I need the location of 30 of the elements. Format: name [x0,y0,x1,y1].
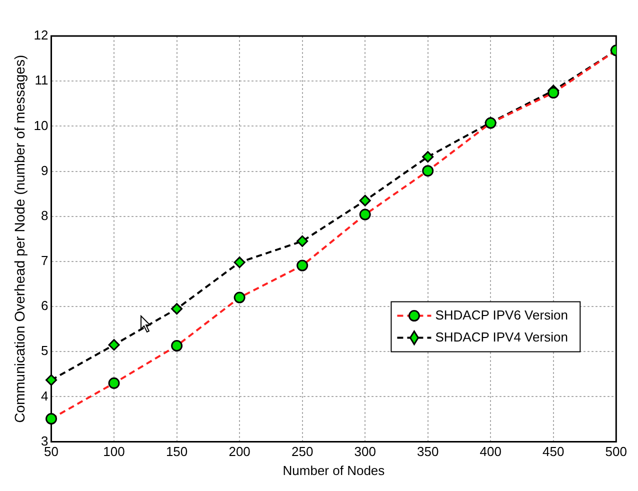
x-tick-label: 100 [103,444,125,460]
y-tick-label: 3 [41,433,48,448]
legend-label: SHDACP IPV6 Version [435,307,568,322]
x-tick-label: 150 [166,444,188,460]
x-axis-title: Number of Nodes [282,462,386,478]
x-tick-label: 450 [542,444,564,460]
y-tick-label: 9 [41,162,48,178]
y-tick-label: 6 [41,298,48,314]
legend-label: SHDACP IPV4 Version [435,329,568,344]
x-tick-label: 300 [354,444,376,460]
y-tick-label: 4 [41,388,48,404]
point [234,256,246,268]
x-tick-label: 350 [417,444,439,460]
y-tick-label: 8 [41,208,48,223]
x-tick-label: 200 [228,444,250,460]
point [108,339,120,351]
y-axis-title: Communication Overhead per Node (number of messages) [11,54,28,423]
x-tick-label: 500 [605,444,628,460]
y-tick-label: 11 [34,72,48,88]
x-tick-label: 400 [480,444,502,460]
y-tick-label: 5 [41,343,48,358]
y-tick-label: 7 [41,253,48,268]
y-tick-label: 10 [34,118,48,133]
point [359,194,371,206]
point [296,235,308,247]
point [422,151,434,163]
y-tick-label: 12 [34,28,48,43]
point [46,374,58,386]
x-tick-label: 250 [291,444,314,460]
point [171,303,183,315]
